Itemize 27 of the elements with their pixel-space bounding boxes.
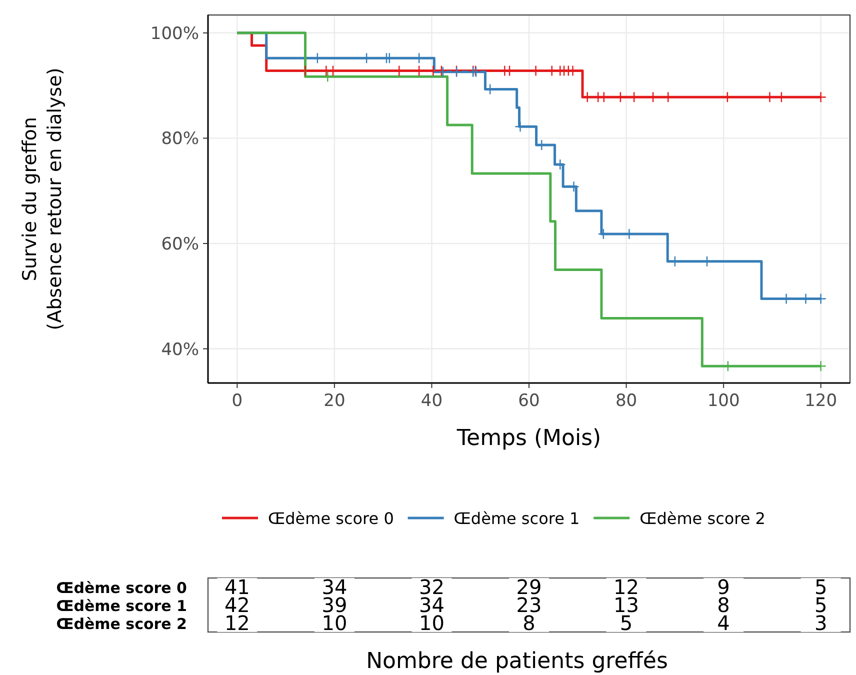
y-tick-label: 80% bbox=[161, 129, 199, 150]
data-label: 4 bbox=[717, 611, 730, 635]
x-tick-label: 20 bbox=[324, 391, 346, 411]
x-tick-label: 100 bbox=[707, 391, 740, 411]
x-tick-label: 40 bbox=[420, 391, 443, 411]
x-tick-label: 120 bbox=[804, 391, 838, 411]
y-axis-title: Survie du greffon (Absence retour en dialyse) bbox=[19, 68, 66, 330]
data-label: 10 bbox=[322, 611, 348, 635]
data-label: 8 bbox=[522, 611, 536, 635]
legend-label: Œdème score 2 bbox=[640, 509, 766, 528]
y-tick-label: 60% bbox=[161, 234, 199, 254]
y-tick-label: 40% bbox=[161, 340, 199, 360]
y-tick-label: Œdème score 2 bbox=[56, 615, 187, 633]
x-tick-label: 0 bbox=[232, 391, 243, 411]
data-label: 3 bbox=[814, 611, 828, 635]
legend-label: Œdème score 0 bbox=[268, 509, 394, 528]
x-axis-title: Temps (Mois) bbox=[456, 426, 602, 451]
x-axis-title: Nombre de patients greffés bbox=[366, 649, 668, 674]
data-label: 5 bbox=[620, 611, 633, 635]
x-tick-label: 80 bbox=[615, 391, 638, 411]
legend-label: Œdème score 1 bbox=[454, 509, 580, 528]
y-tick-label: Œdème score 1 bbox=[56, 597, 187, 615]
y-tick-label: 100% bbox=[150, 24, 199, 44]
x-tick-label: 60 bbox=[518, 391, 540, 411]
y-tick-label: Œdème score 0 bbox=[56, 579, 187, 597]
data-label: 10 bbox=[419, 611, 444, 635]
data-label: 12 bbox=[224, 611, 250, 635]
